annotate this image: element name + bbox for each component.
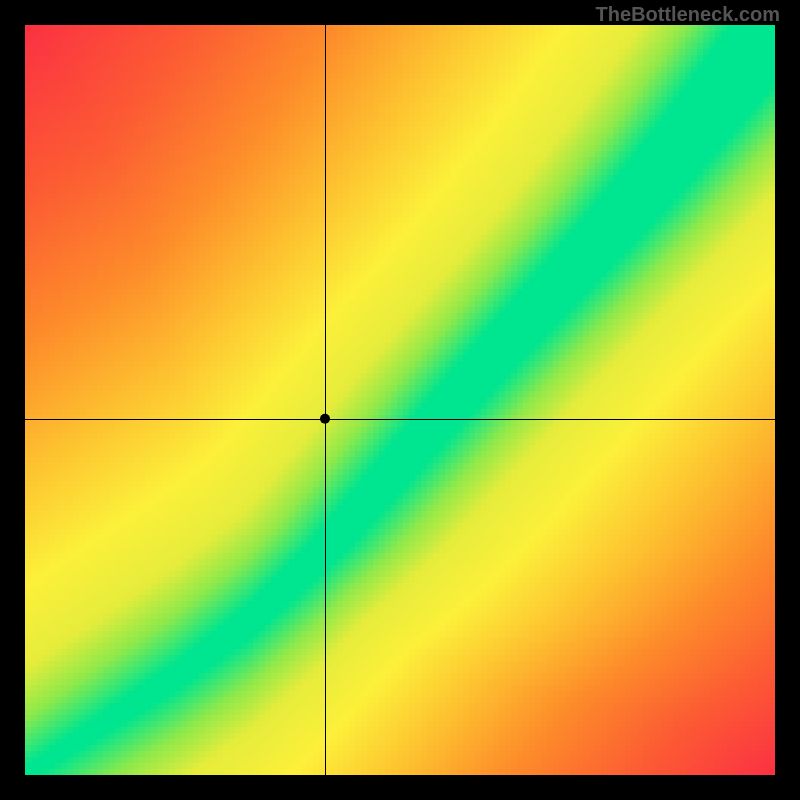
chart-container: TheBottleneck.com	[0, 0, 800, 800]
watermark-text: TheBottleneck.com	[596, 4, 780, 27]
bottleneck-heatmap-canvas	[0, 0, 800, 800]
